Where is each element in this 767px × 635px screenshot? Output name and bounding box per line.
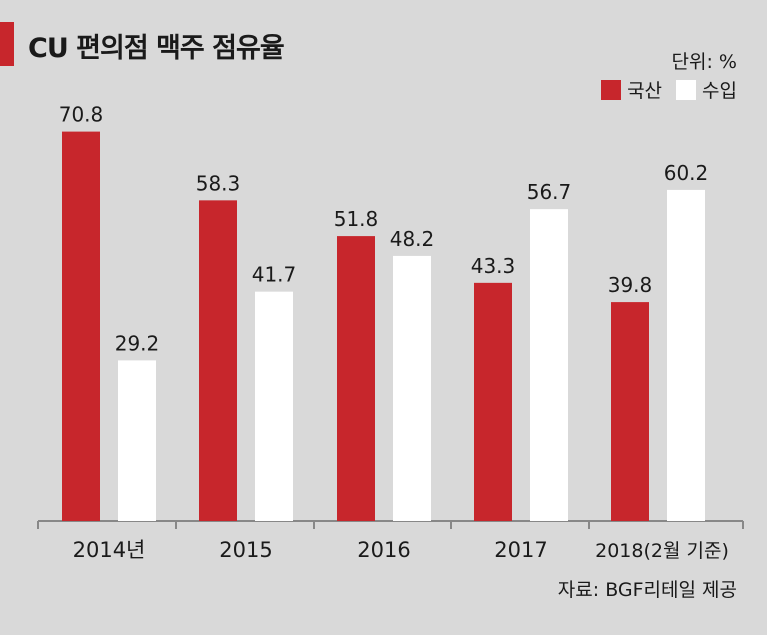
title-accent-bar <box>0 22 14 66</box>
bar-imported-2 <box>393 255 431 521</box>
bar-domestic-4 <box>611 302 649 521</box>
bar-domestic-3 <box>474 282 512 521</box>
x-tick-label-3: 2017 <box>494 538 547 562</box>
bar-domestic-0 <box>62 131 100 521</box>
bar-domestic-2 <box>337 236 375 521</box>
legend-label-imported: 수입 <box>702 80 737 102</box>
legend: 국산 수입 <box>601 76 737 103</box>
data-label-domestic-2: 51.8 <box>334 207 379 231</box>
source-note: 자료: BGF리테일 제공 <box>557 579 737 601</box>
x-tick-label-4: 2018(2월 기준) <box>595 540 729 562</box>
x-tick-label-2: 2016 <box>357 538 410 562</box>
bar-imported-1 <box>255 291 293 521</box>
data-label-imported-4: 60.2 <box>664 161 709 185</box>
data-label-imported-2: 48.2 <box>390 227 435 251</box>
data-label-domestic-3: 43.3 <box>471 254 516 278</box>
unit-label: 단위: % <box>671 51 737 73</box>
data-label-domestic-0: 70.8 <box>59 103 104 127</box>
bar-imported-4 <box>667 189 705 521</box>
x-tick-label-0: 2014년 <box>73 538 146 562</box>
data-label-imported-3: 56.7 <box>527 180 572 204</box>
legend-swatch-domestic <box>601 79 622 100</box>
legend-swatch-imported <box>676 79 697 100</box>
data-label-domestic-1: 58.3 <box>196 171 241 195</box>
data-label-imported-0: 29.2 <box>115 331 160 355</box>
data-label-domestic-4: 39.8 <box>608 273 653 297</box>
bar-domestic-1 <box>199 200 237 521</box>
x-tick-label-1: 2015 <box>219 538 272 562</box>
chart-title: CU 편의점 맥주 점유율 <box>28 33 285 64</box>
bar-imported-3 <box>530 209 568 521</box>
data-label-imported-1: 41.7 <box>252 263 297 287</box>
bar-imported-0 <box>118 360 156 521</box>
legend-label-domestic: 국산 <box>627 80 663 102</box>
